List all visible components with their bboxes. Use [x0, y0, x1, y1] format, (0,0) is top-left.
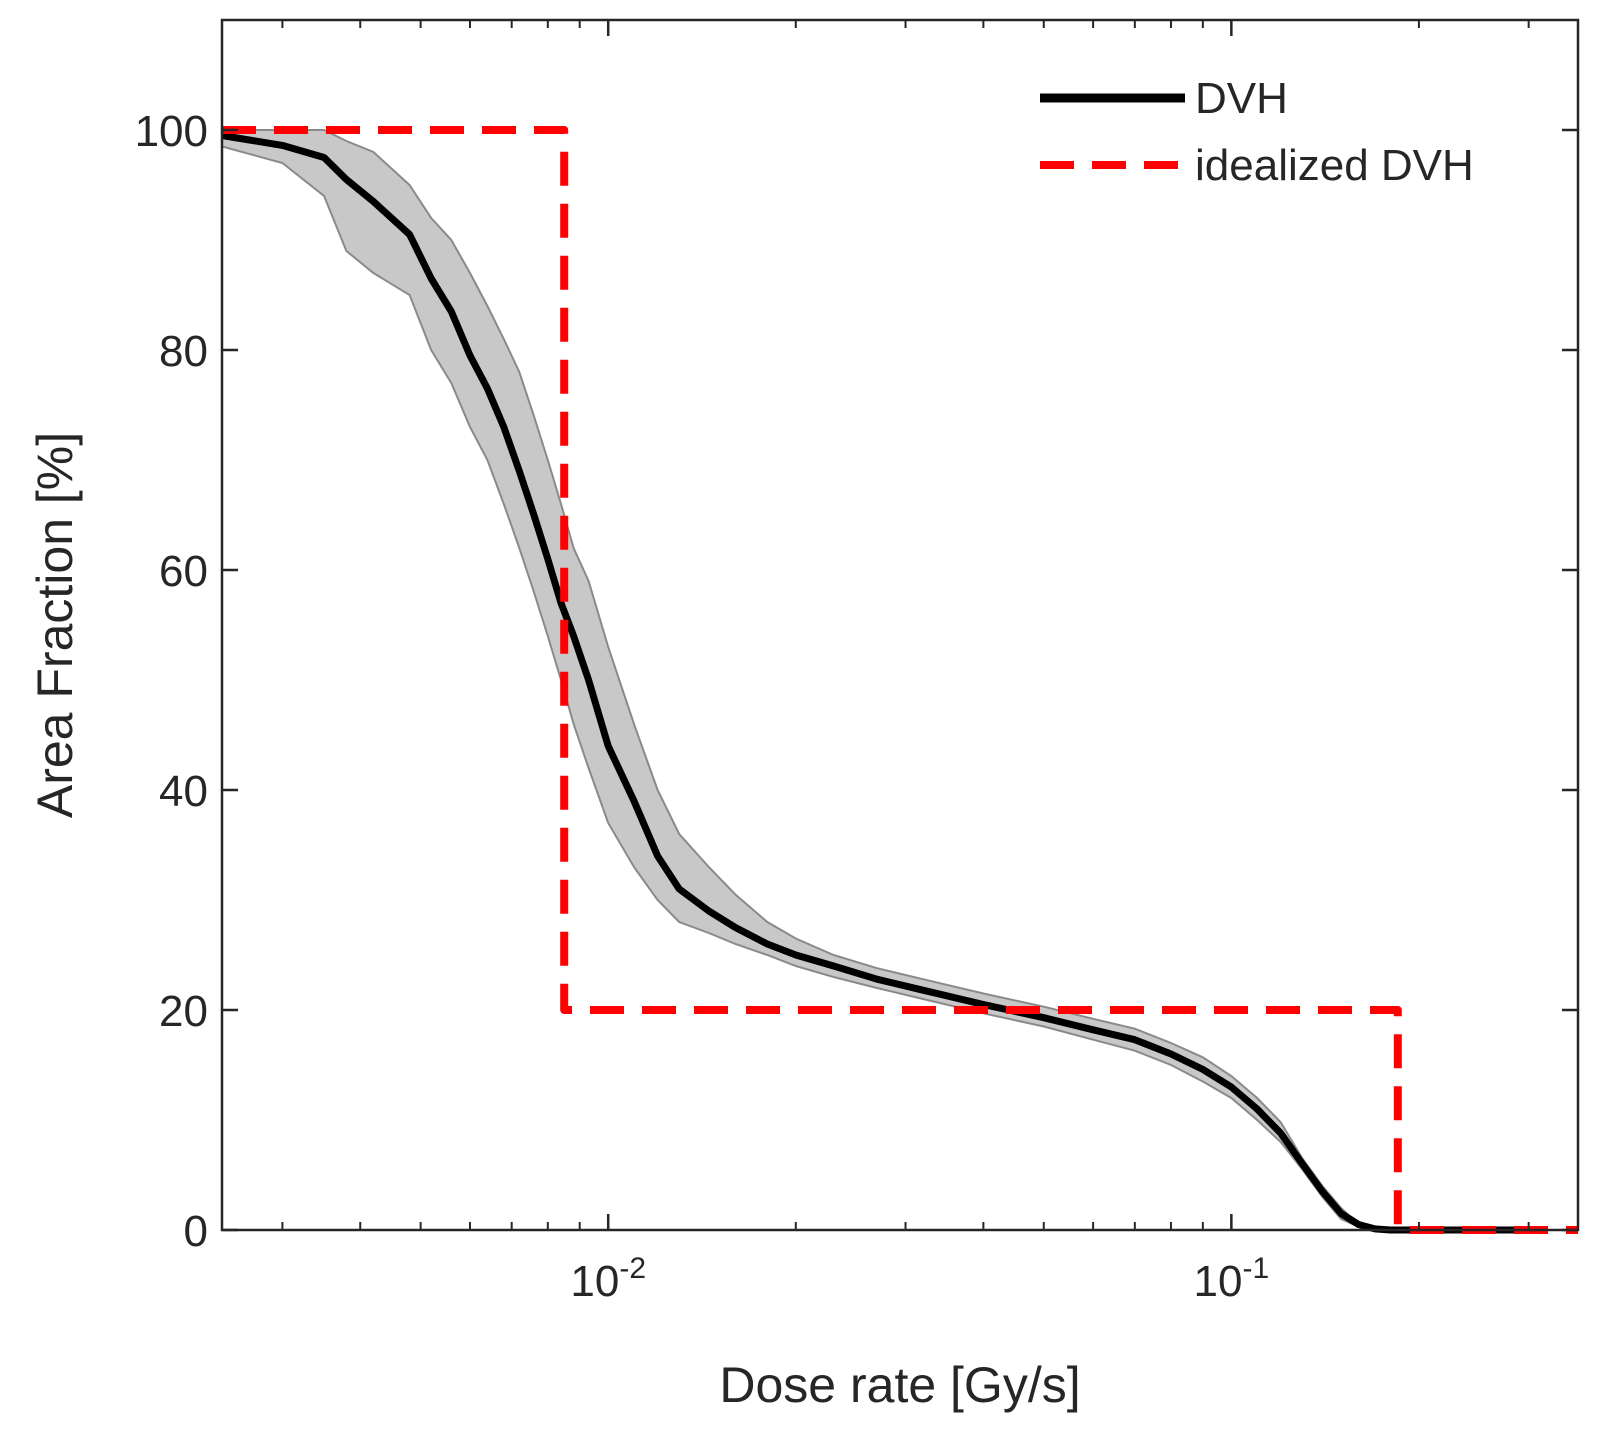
y-axis-label: Area Fraction [%]: [27, 432, 83, 818]
band-layer: [221, 129, 1529, 1231]
y-tick-label: 80: [159, 327, 208, 376]
plot-area-frame: [220, 18, 1580, 1232]
x-tick-label: 10-2: [570, 1252, 646, 1306]
y-tick-label: 20: [159, 987, 208, 1036]
y-tick-label: 100: [135, 107, 208, 156]
series-line-dvh: [221, 132, 1529, 1234]
legend-label-idealized-dvh: idealized DVH: [1195, 141, 1474, 190]
dvh-variation-band: [221, 129, 1529, 1231]
tick-label-layer: 0 20 40 60 80 100 10-2 10-1: [135, 107, 1270, 1306]
y-tick-label: 60: [159, 547, 208, 596]
legend: DVH idealized DVH: [1040, 74, 1474, 190]
x-tick-label: 10-1: [1194, 1252, 1270, 1306]
legend-label-dvh: DVH: [1195, 74, 1288, 123]
tick-layer: [222, 20, 1578, 1232]
y-tick-label: 40: [159, 767, 208, 816]
x-axis-label: Dose rate [Gy/s]: [719, 1357, 1080, 1413]
y-tick-label: 0: [184, 1207, 208, 1256]
